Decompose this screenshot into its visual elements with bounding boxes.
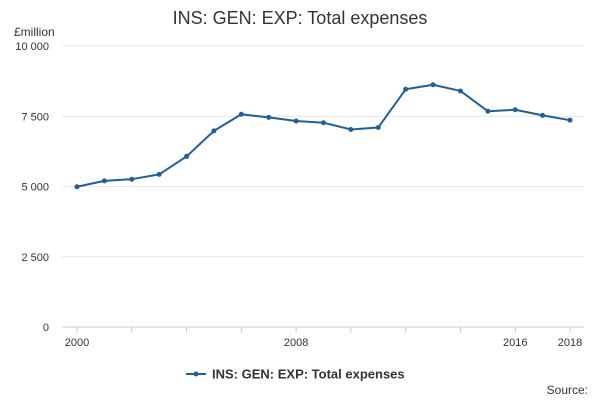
data-point[interactable]: [512, 107, 518, 113]
data-point[interactable]: [430, 82, 436, 88]
gridlines: [62, 45, 584, 258]
data-point[interactable]: [266, 114, 272, 120]
data-point[interactable]: [457, 88, 463, 94]
data-point[interactable]: [293, 118, 299, 124]
legend[interactable]: INS: GEN: EXP: Total expenses: [186, 367, 405, 382]
source-label: Source:: [547, 383, 588, 397]
y-tick-label: 5 000: [21, 182, 49, 194]
data-point[interactable]: [403, 86, 409, 92]
data-point[interactable]: [321, 120, 326, 126]
data-point[interactable]: [156, 171, 162, 177]
y-axis: 0 2 500 5 000 7 500 10 000: [15, 41, 49, 334]
y-axis-label: £million: [14, 25, 55, 39]
legend-label: INS: GEN: EXP: Total expenses: [212, 367, 405, 382]
data-point[interactable]: [485, 108, 491, 114]
data-point[interactable]: [348, 126, 354, 132]
data-point[interactable]: [74, 184, 80, 190]
y-tick-label: 2 500: [21, 252, 49, 264]
data-point[interactable]: [238, 111, 244, 117]
y-tick-label: 0: [43, 322, 49, 334]
data-point[interactable]: [540, 112, 546, 118]
legend-swatch-marker: [193, 371, 199, 377]
data-point[interactable]: [375, 124, 381, 130]
chart-title: INS: GEN: EXP: Total expenses: [173, 8, 428, 28]
x-tick-label: 2008: [284, 337, 308, 349]
data-point[interactable]: [129, 176, 135, 182]
x-tick-label: 2000: [65, 337, 89, 349]
y-tick-label: 7 500: [21, 111, 49, 123]
data-point[interactable]: [184, 153, 190, 159]
series-line: [76, 83, 571, 188]
x-axis: 2000 2008 2016 2018: [65, 327, 582, 349]
data-point[interactable]: [211, 128, 217, 134]
y-tick-label: 10 000: [15, 41, 49, 53]
x-tick-label: 2016: [503, 337, 527, 349]
data-point[interactable]: [101, 178, 107, 184]
series-group: [74, 82, 573, 190]
x-tick-label: 2018: [558, 337, 582, 349]
data-point[interactable]: [567, 117, 573, 123]
